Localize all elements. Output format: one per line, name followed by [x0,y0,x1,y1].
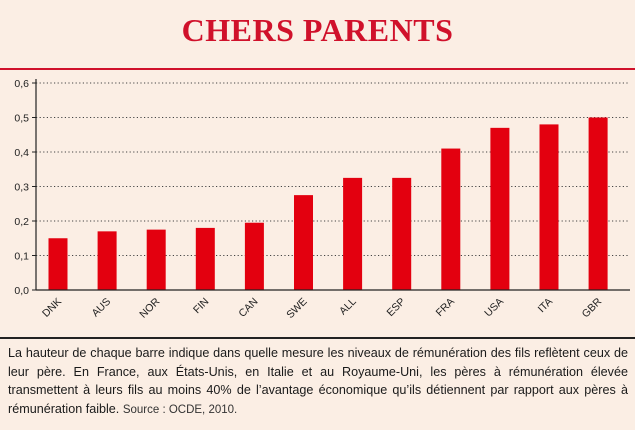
y-tick-label: 0,3 [14,182,29,194]
bar-nor [146,229,166,290]
x-tick-label: ITA [536,296,555,315]
bar-dnk [48,238,68,290]
bar-esp [392,177,412,290]
chart-caption: La hauteur de chaque barre indique dans … [8,344,628,419]
bar-all [343,177,363,290]
x-tick-label: FRA [434,296,457,319]
y-tick-label: 0,5 [14,113,29,125]
x-tick-label: DNK [40,296,64,320]
y-tick-label: 0,0 [14,285,29,297]
bar-layer [48,117,608,291]
title-rule [0,68,635,70]
x-tick-label: SWE [284,296,309,321]
x-tick-label: AUS [89,296,113,320]
bottom-rule [0,337,635,339]
bar-chart: 0,0 0,1 0,2 0,3 0,4 0,5 0,6 DNK AUS NOR FIN CAN SWE A… [14,78,630,321]
y-tick-label: 0,2 [14,216,29,228]
bar-usa [490,127,510,290]
x-tick-label: GBR [580,295,605,320]
bar-aus [97,231,117,290]
bar-ita [539,124,559,291]
x-tick-label: NOR [137,295,162,320]
chart-title: CHERS PARENTS [181,12,454,48]
bar-fin [195,227,215,290]
bar-can [244,222,264,290]
x-tick-label: ALL [337,296,359,318]
y-tick-label: 0,6 [14,78,29,90]
x-tick-label: CAN [236,296,260,320]
x-tick-label: FIN [191,296,211,316]
bar-swe [294,195,313,290]
bar-gbr [588,117,608,290]
source-note: Source : OCDE, 2010. [122,403,238,416]
x-tick-label: ESP [384,296,407,319]
caption-text: La hauteur de chaque barre indique dans … [8,346,628,416]
y-tick-label: 0,1 [14,251,29,263]
x-tick-label: USA [482,296,506,320]
y-tick-label: 0,4 [14,147,29,159]
bar-fra [441,148,461,290]
